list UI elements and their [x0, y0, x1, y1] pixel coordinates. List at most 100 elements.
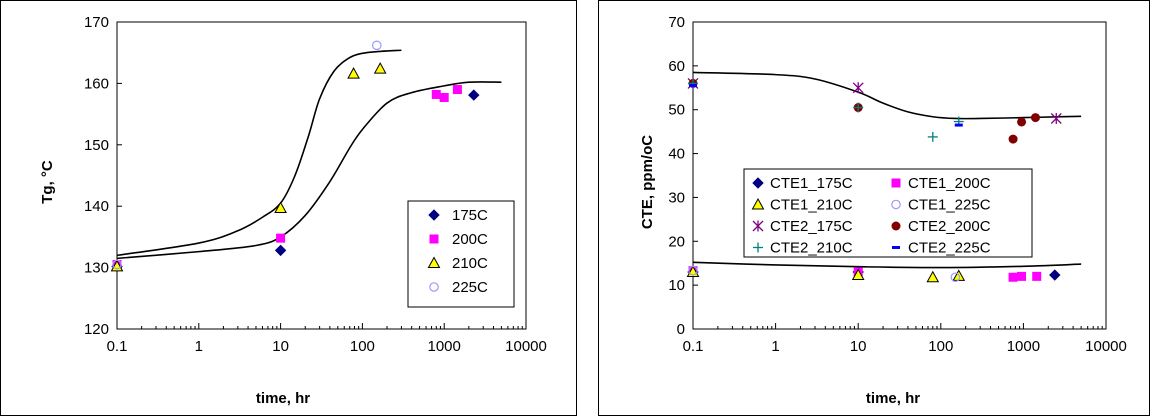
chart-2-legend-marker [891, 199, 901, 210]
chart-1-legend-marker [427, 256, 441, 268]
chart-2-point-CTE2_225C [954, 123, 963, 127]
chart-1-point-175C [274, 244, 287, 257]
chart-2-legend-label: CTE2_200C [908, 218, 991, 235]
chart-1-legend-box [407, 200, 515, 308]
chart-2-legend-label: CTE1_200C [908, 175, 991, 192]
chart-1-ytick-label: 120 [84, 321, 109, 338]
chart-1-xtick-label: 1000 [428, 338, 461, 355]
chart-1-point-210C [347, 67, 360, 79]
chart-2-legend-marker [891, 178, 901, 188]
chart-2-xlabel: time, hr [866, 390, 920, 407]
chart-2-point-CTE2_200C [1030, 113, 1040, 123]
chart-2-legend-item: CTE1_175C [752, 175, 853, 192]
chart-2-legend-marker [751, 197, 765, 210]
chart-2-point-CTE2_210C [927, 131, 938, 142]
chart-2-point-CTE1_210C [851, 268, 865, 281]
chart-2-xtick-label: 0.1 [683, 338, 704, 355]
chart-1-point-200C [276, 233, 286, 243]
chart-1-legend-label: 225C [452, 279, 488, 296]
chart-1-plot-area [116, 21, 527, 330]
chart-2-point-CTE2_175C [852, 82, 864, 94]
chart-1-point-225C [112, 259, 122, 270]
chart-2-point-CTE2_200C [1017, 117, 1027, 127]
chart-1-xtick-label: 0.1 [107, 338, 128, 355]
chart-1-ytick-label: 160 [84, 75, 109, 92]
chart-2-legend-item: CTE1_200C [891, 175, 991, 192]
chart-2-xtick-label: 100 [928, 338, 953, 355]
chart-2-legend-label: CTE2_175C [770, 218, 853, 235]
chart-2-point-CTE2_210C [853, 102, 864, 113]
chart-1-point-200C [439, 93, 449, 103]
chart-2: 0 10 20 30 40 50 60 70 0.1 1 10 100 1000 10000 CTE1_17… [668, 14, 1127, 355]
chart-2-point-CTE2_225C [689, 84, 697, 88]
chart-2-point-CTE1_210C [926, 270, 940, 283]
chart-1-point-200C [452, 85, 462, 95]
chart-2-ylabel: CTE, ppm/oC [639, 135, 656, 229]
chart-2-legend-item: CTE2_210C [753, 240, 853, 257]
chart-1-legend-label: 210C [452, 255, 488, 272]
chart-1-legend: 175C 200C 210C 225C [407, 200, 515, 308]
chart-2-legend-label: CTE1_225C [908, 197, 991, 214]
chart-1-point-200C [431, 89, 441, 99]
chart-2-point-CTE1_200C [1017, 271, 1027, 281]
chart-2-point-CTE1_225C [950, 272, 961, 283]
chart-2-legend-item: CTE2_225C [892, 240, 991, 257]
chart-2-fit-curve [692, 71, 1082, 120]
chart-1-legend-item: 175C [428, 207, 488, 224]
chart-2-plot-area [692, 21, 1107, 330]
chart-2-legend-label: CTE1_175C [770, 175, 853, 192]
chart-2-legend-marker [892, 246, 900, 249]
chart-1-legend-item: 225C [429, 279, 488, 296]
chart-2-ytick-label: 0 [677, 321, 685, 338]
chart-2-ytick-label: 70 [668, 14, 685, 31]
chart-2-legend-label: CTE2_210C [770, 240, 853, 257]
chart-1-point-210C [373, 62, 387, 74]
chart-2-ytick-label: 10 [668, 277, 685, 294]
chart-2-legend-item: CTE1_210C [751, 197, 853, 214]
chart-1-legend-label: 175C [452, 207, 488, 224]
chart-2-legend-item: CTE2_200C [891, 218, 991, 235]
chart-1-legend-marker [429, 282, 439, 292]
chart-1-ytick-label: 130 [84, 260, 109, 277]
chart-2-legend-marker [752, 177, 764, 189]
chart-2-legend-item: CTE1_225C [891, 197, 991, 214]
chart-2-xtick-label: 1000 [1007, 338, 1040, 355]
chart-1-xtick-label: 10000 [505, 338, 547, 355]
chart-2-ytick-label: 30 [668, 189, 685, 206]
chart-1-legend-marker [429, 234, 439, 244]
chart-2-fit-curve [692, 261, 1082, 269]
chart-2-legend: CTE1_175C CTE1_200C CTE1_210C CTE1_225C CTE2… [743, 168, 1033, 258]
chart-2-ytick-label: 20 [668, 233, 685, 250]
chart-1-fit-curve [116, 49, 402, 257]
chart-1-legend-item: 200C [429, 231, 488, 248]
chart-1-xtick-label: 10 [272, 338, 289, 355]
chart-1-legend-item: 210C [427, 255, 488, 272]
chart-2-point-CTE2_200C [1008, 134, 1018, 144]
chart-1: 120 130 140 150 160 170 0.1 1 10 100 1000 10000 175C… [84, 14, 547, 355]
chart-1-ylabel: Tg, °C [39, 160, 56, 204]
chart-1-point-175C [468, 89, 480, 101]
chart-1-xlabel: time, hr [256, 390, 310, 407]
chart-2-xtick-label: 10 [850, 338, 867, 355]
chart-2-ytick-label: 60 [668, 58, 685, 75]
chart-2-legend-label: CTE2_225C [908, 240, 991, 257]
chart-2-legend-marker [753, 242, 763, 253]
chart-2-legend-marker [891, 221, 901, 231]
chart-1-fit-curve [116, 81, 502, 260]
chart-2-point-CTE1_200C [1008, 272, 1018, 282]
chart-2-point-CTE1_175C [1049, 269, 1061, 281]
chart-2-point-CTE1_225C [688, 265, 698, 276]
chart-1-point-225C [372, 40, 382, 51]
chart-1-xtick-label: 1 [195, 338, 203, 355]
chart-2-legend-label: CTE1_210C [770, 197, 853, 214]
chart-2-legend-marker [752, 220, 764, 232]
chart-1-legend-label: 200C [452, 231, 488, 248]
chart-2-point-CTE1_200C [1032, 271, 1042, 281]
chart-2-legend-item: CTE2_175C [752, 218, 853, 235]
chart-1-ytick-label: 150 [84, 137, 109, 154]
chart-2-point-CTE2_175C [1050, 112, 1062, 124]
chart-2-xtick-label: 1 [771, 338, 779, 355]
chart-2-ytick-label: 50 [668, 102, 685, 119]
chart-1-point-210C [274, 201, 287, 214]
